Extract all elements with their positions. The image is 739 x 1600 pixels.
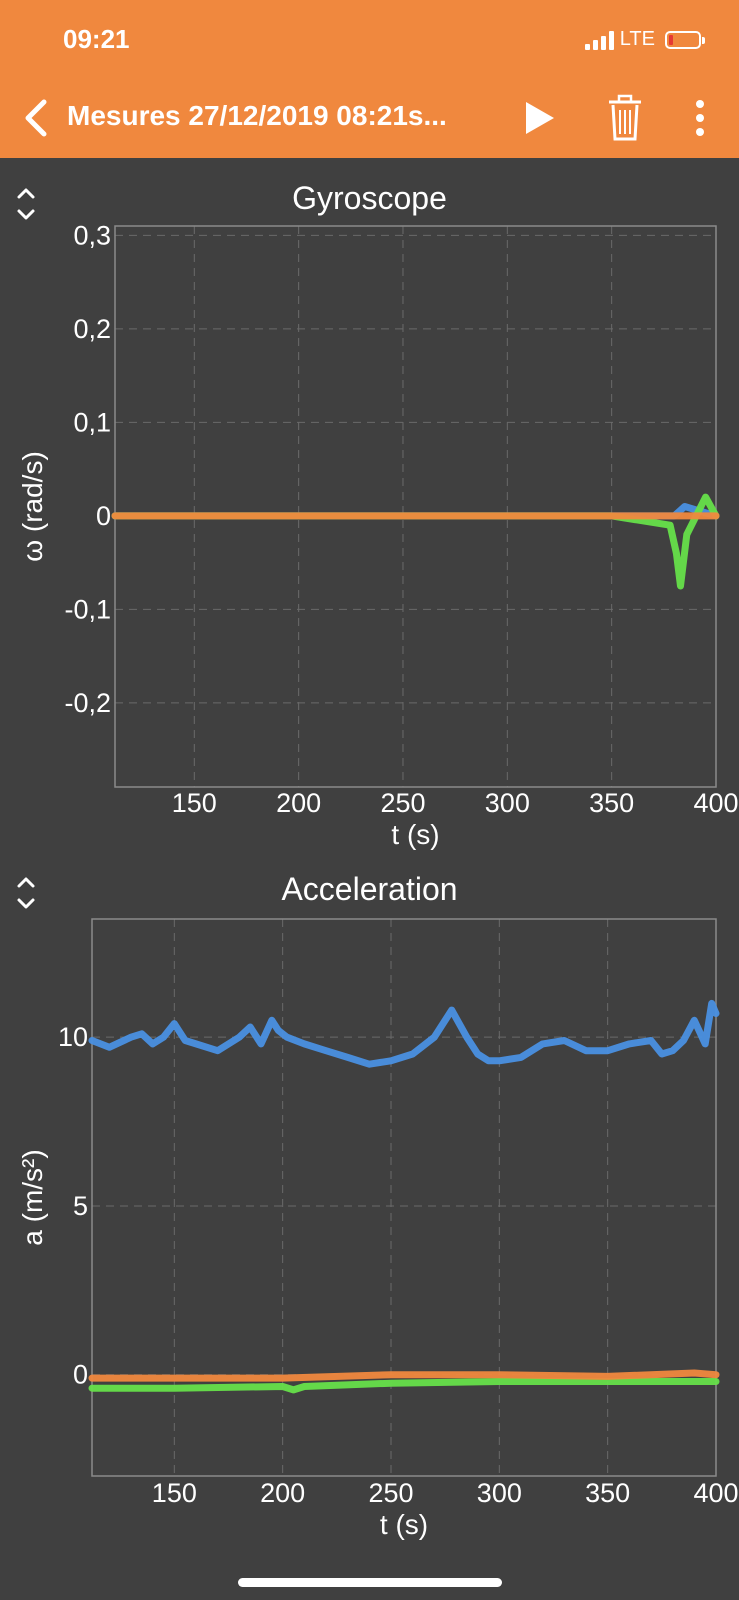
x-axis-label: t (s): [391, 819, 439, 850]
more-vertical-icon[interactable]: [690, 98, 710, 138]
y-axis-label: a (m/s²): [17, 1149, 48, 1245]
status-indicators: LTE: [584, 28, 705, 51]
x-tick-label: 400: [693, 788, 738, 818]
series-line-1: [88, 999, 720, 1068]
x-tick-label: 150: [152, 1478, 197, 1508]
signal-icon: [584, 30, 614, 50]
chart-title-gyroscope: Gyroscope: [292, 180, 447, 216]
acceleration-chart: 150 200 250 300 350 400 10 5 0 t (s) a (m/s²): [17, 918, 739, 1540]
x-tick-label: 300: [485, 788, 530, 818]
x-tick-label: 200: [260, 1478, 305, 1508]
x-tick-label: 250: [368, 1478, 413, 1508]
y-tick-label: -0,2: [64, 688, 111, 718]
page-title: Mesures 27/12/2019 08:21s...: [67, 100, 447, 131]
x-tick-label: 350: [589, 788, 634, 818]
expand-collapse-icon[interactable]: [14, 184, 38, 224]
chevron-left-icon[interactable]: [22, 98, 52, 138]
status-time: 09:21: [63, 24, 130, 54]
y-tick-label: -0,1: [64, 594, 111, 624]
series-line-2: [88, 1378, 720, 1394]
x-tick-label: 200: [276, 788, 321, 818]
gyroscope-chart: 150 200 250 300 350 400 0,3 0,2 0,1 0 -0,1 -0,2 t (s…: [17, 220, 739, 850]
nav-bar: Mesures 27/12/2019 08:21s...: [0, 88, 739, 148]
x-tick-label: 400: [693, 1478, 738, 1508]
plot-frame: [91, 918, 717, 1477]
trash-icon[interactable]: [606, 94, 644, 142]
y-tick-label: 5: [73, 1191, 88, 1221]
y-tick-label: 0,2: [73, 314, 111, 344]
network-label: LTE: [619, 28, 655, 50]
plot-frame: [114, 225, 717, 788]
y-tick-label: 0,3: [73, 220, 111, 250]
home-indicator[interactable]: [238, 1578, 502, 1587]
battery-icon: [665, 30, 705, 49]
y-tick-label: 0: [96, 501, 111, 531]
chart-title-acceleration: Acceleration: [281, 871, 458, 907]
y-axis-label: ω (rad/s): [17, 451, 48, 562]
play-icon[interactable]: [522, 98, 558, 138]
x-tick-label: 300: [477, 1478, 522, 1508]
x-axis-label: t (s): [380, 1509, 428, 1540]
y-tick-label: 10: [58, 1022, 88, 1052]
y-tick-label: 0,1: [73, 407, 111, 437]
top-bar: 09:21 LTE Mesures 27/12/2019 08:21s...: [0, 0, 739, 158]
expand-collapse-icon[interactable]: [14, 873, 38, 913]
x-tick-label: 350: [585, 1478, 630, 1508]
x-tick-label: 150: [172, 788, 217, 818]
series-line-3: [88, 1369, 720, 1382]
x-tick-label: 250: [380, 788, 425, 818]
y-tick-label: 0: [73, 1360, 88, 1390]
